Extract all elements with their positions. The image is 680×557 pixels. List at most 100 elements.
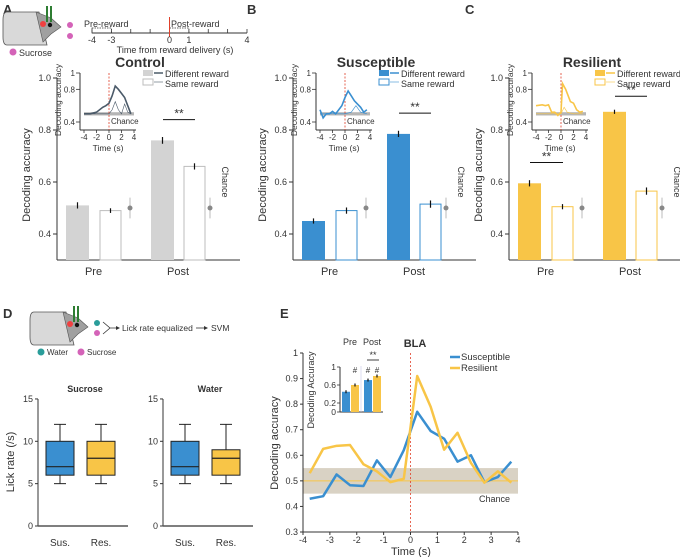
sucrose-icon — [9, 48, 17, 56]
legend-label: Different reward — [617, 69, 680, 79]
chart-title: BLA — [404, 338, 427, 350]
legend-same-swatch — [594, 78, 606, 86]
inset-series-line — [535, 80, 584, 117]
y-tick-label: 10 — [23, 436, 33, 446]
inset-x-tick-label: 2 — [119, 133, 124, 142]
inset-series-line — [536, 106, 583, 115]
y-axis-label: Decoding accuracy — [473, 128, 485, 222]
series-line-resilient — [308, 374, 513, 484]
y-tick-label: 0 — [28, 521, 33, 531]
inset-y-label: Decoding Accuracy — [306, 351, 316, 429]
legend-label: Same reward — [617, 79, 671, 89]
svm-label: SVM — [211, 323, 229, 333]
x-tick-label: Pre — [321, 266, 338, 278]
y-tick-label: 0.8 — [490, 125, 503, 135]
y-axis-label: Lick rate (/s) — [5, 432, 17, 493]
y-tick-label: 10 — [148, 436, 158, 446]
inset-chance-label: Chance — [563, 117, 591, 126]
arrow-head-icon — [204, 326, 208, 330]
mouse-a-brain-icon — [40, 21, 46, 27]
panel-label: C — [465, 2, 475, 17]
x-tick-label: Post — [619, 266, 641, 278]
x-tick-label: Pre — [537, 266, 554, 278]
inset-x-tick-label: 2 — [355, 133, 360, 142]
chart-title: Control — [115, 54, 165, 70]
inset-y-tick-label: 1 — [71, 69, 76, 78]
x-tick-label: 4 — [515, 535, 520, 545]
inset-series-line — [320, 105, 367, 115]
y-tick-label: 0.4 — [274, 229, 287, 239]
inset-x-tick-label: -4 — [532, 133, 540, 142]
box-susceptible — [170, 440, 200, 476]
significance-label: ** — [410, 100, 420, 114]
legend-label: Same reward — [165, 79, 219, 89]
y-tick-label: 1 — [293, 348, 298, 358]
y-tick-label: 0.4 — [38, 229, 51, 239]
x-tick-label: 0 — [408, 535, 413, 545]
timeline-tick-label: -3 — [107, 35, 115, 45]
bar-different-reward — [518, 183, 541, 260]
x-tick-label: 2 — [462, 535, 467, 545]
inset-chance-label: Chance — [347, 117, 375, 126]
inset-bar — [351, 385, 359, 412]
x-axis-label: Time (s) — [391, 546, 431, 557]
inset-x-tick-label: -4 — [316, 133, 324, 142]
sucrose-label: Sucrose — [19, 48, 52, 58]
inset-x-tick-label: 0 — [107, 133, 112, 142]
legend-same-swatch — [378, 78, 390, 86]
chance-marker — [363, 205, 369, 211]
flow-label: Lick rate equalized — [122, 323, 193, 333]
x-tick-label: Res. — [91, 538, 112, 549]
inset-bar — [373, 376, 381, 412]
x-tick-label: Sus. — [175, 538, 195, 549]
inset-x-tick-label: -2 — [329, 133, 337, 142]
inset-y-tick-label: 0.4 — [64, 118, 76, 127]
pre-reward-label: Pre-reward — [84, 19, 129, 29]
mouse-d-brain-icon — [67, 321, 73, 327]
inset-bar — [342, 391, 350, 412]
x-tick-label: 1 — [435, 535, 440, 545]
inset-category-label: Post — [363, 337, 382, 347]
chance-marker — [443, 205, 449, 211]
y-axis-label: Decoding accuracy — [257, 128, 269, 222]
inset-y-tick-label: 0.4 — [300, 118, 312, 127]
x-tick-label: Res. — [216, 538, 237, 549]
bar-different-reward — [603, 111, 626, 260]
y-axis-label: Decoding accuracy — [21, 128, 33, 222]
legend-label: Resilient — [461, 363, 498, 374]
timeline-xlabel: Time from reward delivery (s) — [117, 45, 234, 55]
mouse-a-head-icon — [35, 11, 62, 43]
x-tick-label: -3 — [326, 535, 334, 545]
water-icon — [37, 348, 45, 356]
legend-label: Same reward — [401, 79, 455, 89]
inset-y-tick-label: 0.8 — [516, 85, 528, 94]
inset-x-tick-label: 0 — [343, 133, 348, 142]
inset-marker: # — [353, 366, 358, 375]
y-tick-label: 1.0 — [38, 73, 51, 83]
inset-plot — [531, 73, 588, 131]
x-tick-label: -4 — [299, 535, 307, 545]
timeline-tick-label: 1 — [186, 35, 191, 45]
water-label: Water — [47, 348, 68, 357]
inset-x-tick-label: 0 — [559, 133, 564, 142]
y-tick-label: 0.4 — [285, 501, 298, 511]
inset-plot — [79, 73, 136, 131]
y-tick-label: 0.5 — [285, 476, 298, 486]
sucrose-icon — [77, 348, 85, 356]
sucrose-drop-icon — [94, 330, 100, 336]
bar-same-reward — [635, 190, 658, 261]
y-tick-label: 1.0 — [490, 73, 503, 83]
y-tick-label: 0 — [153, 521, 158, 531]
inset-y-label: Decoding accuracy — [53, 63, 63, 136]
bar-different-reward — [387, 133, 410, 260]
inset-y-tick-label: 0.2 — [324, 398, 336, 408]
inset-series-line — [84, 100, 132, 115]
inset-y-tick-label: 1 — [523, 69, 528, 78]
inset-x-tick-label: -2 — [545, 133, 553, 142]
y-tick-label: 15 — [23, 394, 33, 404]
y-tick-label: 5 — [153, 479, 158, 489]
y-tick-label: 0.6 — [274, 177, 287, 187]
legend-different-swatch — [595, 70, 605, 76]
y-tick-label: 0.4 — [490, 229, 503, 239]
bar-different-reward — [66, 205, 89, 260]
